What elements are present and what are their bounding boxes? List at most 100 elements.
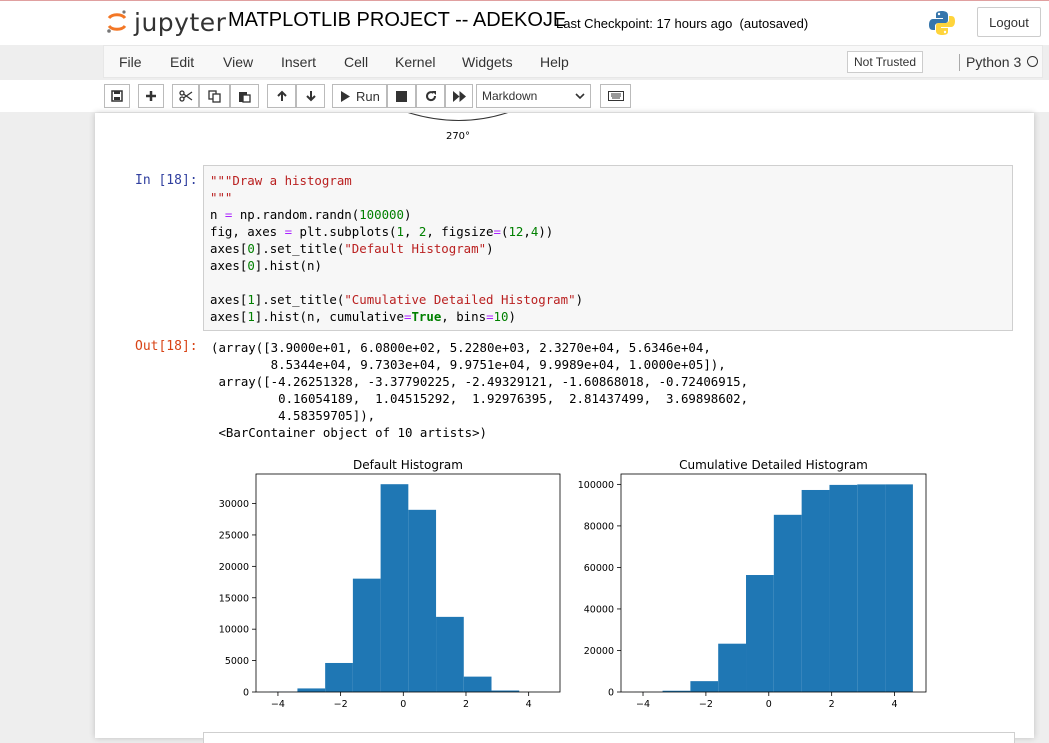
keyboard-icon — [608, 91, 624, 101]
y-tick-label: 40000 — [584, 604, 614, 615]
y-tick-label: 20000 — [584, 646, 614, 657]
code-line: axes[1].hist(n, cumulative=True, bins=10… — [210, 309, 516, 324]
restart-button[interactable] — [416, 84, 445, 108]
checkpoint-status: Last Checkpoint: 17 hours ago (autosaved… — [556, 16, 808, 31]
kernel-name: Python 3 — [966, 54, 1021, 70]
menu-widgets[interactable]: Widgets — [462, 54, 513, 70]
move-down-button[interactable] — [296, 84, 325, 108]
histogram-bar — [297, 688, 325, 692]
command-palette-button[interactable] — [600, 84, 631, 108]
header-bar: jupyter MATPLOTLIB PROJECT -- ADEKOJE La… — [0, 0, 1049, 45]
run-button[interactable]: Run — [332, 84, 387, 108]
cut-button[interactable] — [172, 84, 199, 108]
x-tick-label: 4 — [892, 699, 898, 710]
code-line: n = np.random.randn(100000) — [210, 207, 411, 222]
x-tick-label: 4 — [526, 699, 532, 710]
jupyter-logo-icon — [106, 9, 128, 35]
histogram-bar — [857, 484, 885, 692]
output-text: (array([3.9000e+01, 6.0800e+02, 5.2280e+… — [211, 339, 748, 441]
notebook-title[interactable]: MATPLOTLIB PROJECT -- ADEKOJE — [228, 9, 566, 32]
cell-type-select[interactable]: Markdown — [476, 84, 591, 108]
y-tick-label: 80000 — [584, 521, 614, 532]
histogram-bar — [381, 484, 409, 692]
logo-text: jupyter — [134, 8, 226, 37]
x-tick-label: −2 — [699, 699, 713, 710]
histogram-bar — [718, 644, 746, 692]
kernel-divider — [959, 54, 960, 71]
insert-cell-button[interactable] — [138, 84, 164, 108]
restart-run-all-button[interactable] — [445, 84, 473, 108]
code-line: axes[0].hist(n) — [210, 258, 322, 273]
move-up-button[interactable] — [267, 84, 296, 108]
output-prompt: Out[18]: — [135, 339, 198, 354]
y-tick-label: 0 — [608, 688, 614, 699]
paste-icon — [238, 90, 251, 103]
y-tick-label: 100000 — [578, 480, 614, 491]
previous-polar-plot: 270° — [380, 113, 580, 148]
menu-help[interactable]: Help — [540, 54, 569, 70]
x-tick-label: 2 — [829, 699, 835, 710]
jupyter-logo[interactable]: jupyter — [106, 7, 216, 39]
code-line: """Draw a histogram — [210, 173, 352, 188]
stop-icon — [396, 91, 407, 102]
toolbar: Run Markdown — [0, 80, 1049, 112]
code-line: axes[1].set_title("Cumulative Detailed H… — [210, 292, 583, 307]
histogram-bar — [353, 579, 381, 692]
fast-forward-icon — [453, 91, 466, 102]
code-editor[interactable]: """Draw a histogram """ n = np.random.ra… — [210, 172, 583, 325]
histogram-bar — [436, 617, 464, 692]
interrupt-button[interactable] — [387, 84, 416, 108]
arrow-up-icon — [276, 90, 288, 102]
y-tick-label: 10000 — [219, 625, 249, 636]
chevron-down-icon — [575, 93, 585, 100]
histogram-bar — [774, 515, 802, 692]
menu-file[interactable]: File — [119, 54, 142, 70]
not-trusted-button[interactable]: Not Trusted — [847, 51, 923, 73]
histogram-bar — [829, 485, 857, 692]
histogram-bar — [408, 510, 436, 692]
histogram-bar — [464, 677, 492, 692]
y-tick-label: 20000 — [219, 562, 249, 573]
menu-kernel[interactable]: Kernel — [395, 54, 435, 70]
code-line: axes[0].set_title("Default Histogram") — [210, 241, 494, 256]
polar-angle-label: 270° — [446, 131, 470, 142]
histogram-bar — [885, 484, 913, 692]
histogram-bar — [690, 681, 718, 692]
chart-title: Cumulative Detailed Histogram — [679, 458, 868, 472]
arrow-down-icon — [305, 90, 317, 102]
copy-button[interactable] — [199, 84, 230, 108]
histogram-bar — [802, 490, 830, 692]
notebook-container: 270° In [18]: """Draw a histogram """ n … — [95, 113, 1034, 738]
y-tick-label: 0 — [243, 688, 249, 699]
paste-button[interactable] — [230, 84, 259, 108]
save-icon — [111, 90, 123, 102]
copy-icon — [208, 90, 221, 103]
y-tick-label: 60000 — [584, 563, 614, 574]
code-cell-input[interactable]: """Draw a histogram """ n = np.random.ra… — [203, 165, 1013, 331]
restart-icon — [425, 90, 437, 102]
y-tick-label: 15000 — [219, 593, 249, 604]
scissors-icon — [179, 90, 193, 102]
x-tick-label: −2 — [334, 699, 348, 710]
code-line: """ — [210, 190, 232, 205]
menu-view[interactable]: View — [223, 54, 253, 70]
y-tick-label: 30000 — [219, 499, 249, 510]
y-tick-label: 5000 — [225, 656, 249, 667]
run-label: Run — [356, 89, 380, 104]
menu-edit[interactable]: Edit — [170, 54, 194, 70]
x-tick-label: 2 — [463, 699, 469, 710]
menu-bar: File Edit View Insert Cell Kernel Widget… — [103, 45, 1043, 78]
python-logo-icon — [928, 9, 956, 37]
logout-button[interactable]: Logout — [977, 7, 1041, 37]
y-tick-label: 25000 — [219, 530, 249, 541]
kernel-status-icon — [1027, 56, 1038, 67]
x-tick-label: 0 — [400, 699, 406, 710]
menu-insert[interactable]: Insert — [281, 54, 316, 70]
chart-title: Default Histogram — [353, 458, 463, 472]
plus-icon — [145, 90, 157, 102]
menu-cell[interactable]: Cell — [344, 54, 368, 70]
x-tick-label: 0 — [766, 699, 772, 710]
save-button[interactable] — [104, 84, 130, 108]
play-icon — [340, 91, 350, 102]
